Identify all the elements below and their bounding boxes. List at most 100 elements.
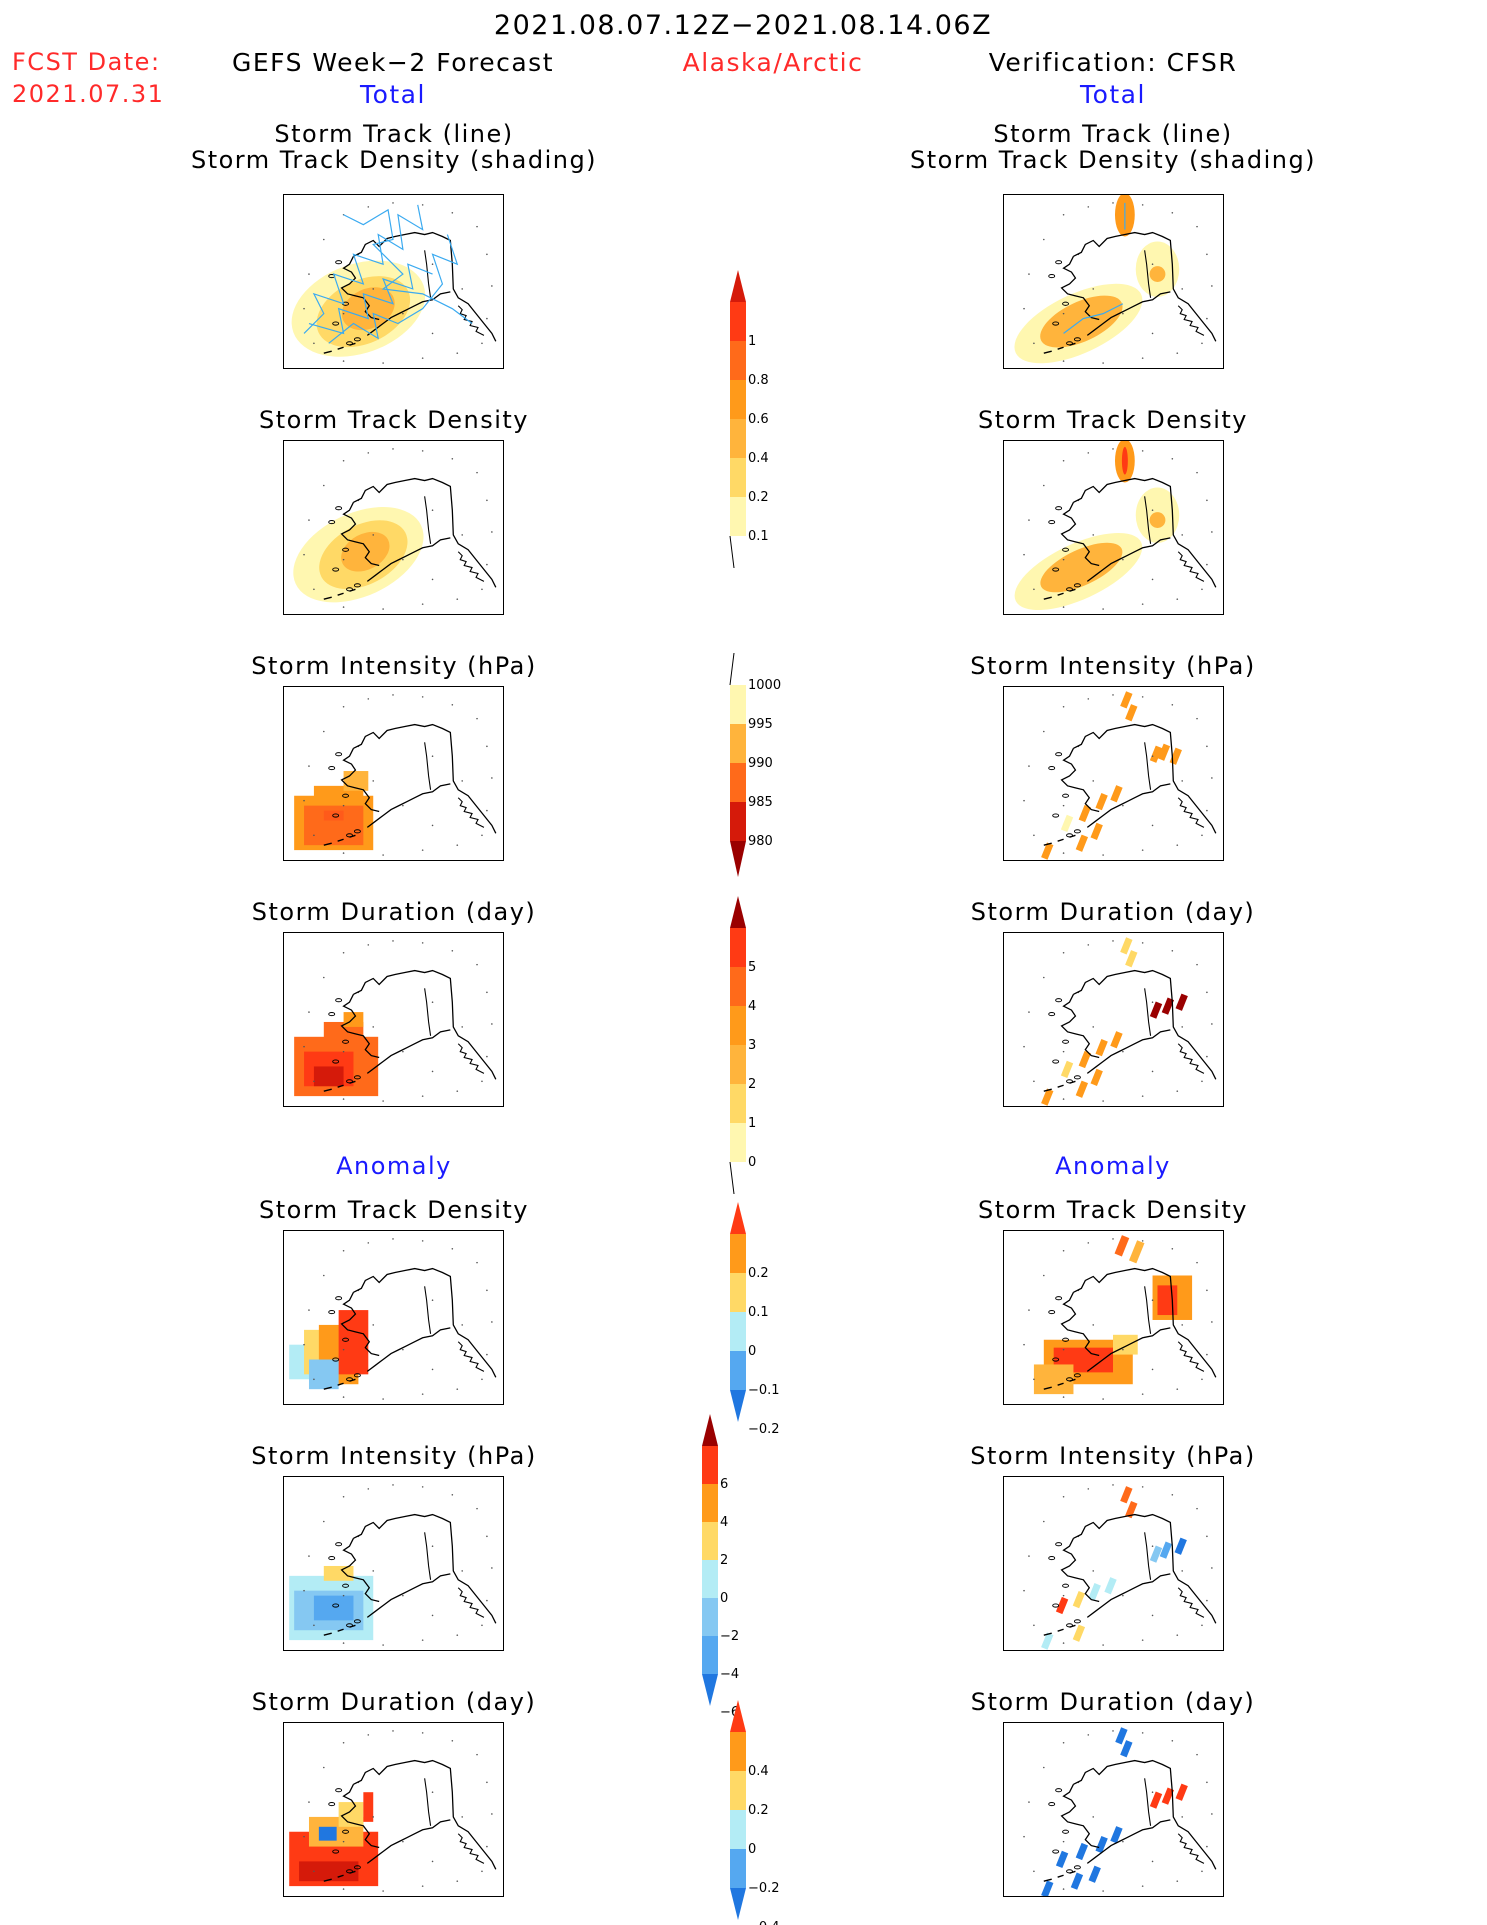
colorbar-segment xyxy=(730,1771,746,1810)
graticule-dot xyxy=(342,951,345,954)
graticule-dot xyxy=(1033,588,1035,591)
anomaly-intensity-cell xyxy=(1041,1632,1054,1650)
graticule-dot xyxy=(1141,1393,1144,1395)
graticule-dot xyxy=(1062,1594,1065,1597)
graticule-dot xyxy=(1211,1813,1213,1815)
duration-track-cell xyxy=(1149,1001,1163,1019)
colorbar-arrow-bottom xyxy=(702,1674,718,1706)
basemap xyxy=(1023,1238,1217,1400)
aleutian-islands xyxy=(1043,342,1076,354)
graticule-dot xyxy=(402,1594,404,1597)
graticule-dot xyxy=(1206,317,1208,320)
graticule-dot xyxy=(1201,342,1203,345)
graticule-dot xyxy=(1062,1888,1065,1890)
colorbar-density-anomaly: 0.2 0.1 0 −0.1 −0.2 xyxy=(720,1194,790,1437)
map-forecast-anom-intensity xyxy=(283,1476,504,1651)
island xyxy=(335,998,343,1003)
graticule-dot xyxy=(1062,1050,1065,1053)
graticule-dot xyxy=(1141,1095,1144,1097)
anomaly-duration-cell xyxy=(1149,1791,1163,1809)
graticule-dot xyxy=(421,1240,424,1242)
colorbar-tick-label: 980 xyxy=(748,834,773,849)
anomaly-intensity-cell xyxy=(1088,1583,1101,1601)
graticule-dot xyxy=(303,1835,305,1838)
graticule-dot xyxy=(476,1753,478,1756)
graticule-dot xyxy=(431,1860,434,1863)
graticule-dot xyxy=(1043,1766,1045,1769)
aleutian-islands xyxy=(323,1870,356,1882)
graticule-dot xyxy=(1151,1070,1154,1073)
basemap xyxy=(1023,1484,1217,1646)
graticule-dot xyxy=(303,307,305,310)
graticule-dot xyxy=(1196,471,1198,474)
density-fill-high xyxy=(341,287,395,331)
map-forecast-duration-svg xyxy=(294,940,497,1102)
duration-track-cell xyxy=(1175,993,1188,1011)
graticule-dot xyxy=(461,1324,463,1326)
graticule-dot xyxy=(486,563,488,566)
graticule-dot xyxy=(323,1766,325,1769)
graticule-dot xyxy=(1176,1880,1179,1882)
island xyxy=(1062,793,1070,798)
graticule-dot xyxy=(342,459,345,462)
graticule-dot xyxy=(451,1740,454,1742)
panhandle-coast xyxy=(457,551,485,582)
graticule-dot xyxy=(342,1741,345,1744)
island xyxy=(1062,1829,1070,1834)
graticule-dot xyxy=(1181,534,1183,536)
island xyxy=(1055,1788,1063,1793)
colorbar-tick-label: 985 xyxy=(748,795,773,810)
aleutian-islands xyxy=(323,342,356,354)
duration-track-cell xyxy=(1125,950,1138,968)
graticule-dot xyxy=(323,1520,325,1523)
colorbar-tick-label: 1000 xyxy=(748,678,781,693)
graticule-dot xyxy=(456,598,459,600)
graticule-dot xyxy=(491,285,493,287)
right-anom-duration-title: Storm Duration (day) xyxy=(970,1688,1256,1716)
graticule-dot xyxy=(313,834,315,837)
panhandle-coast xyxy=(1177,1587,1205,1618)
graticule-dot xyxy=(1141,1732,1144,1734)
graticule-dot xyxy=(1112,202,1114,204)
colorbar-arrow-top xyxy=(730,1202,746,1234)
graticule-dot xyxy=(1033,342,1035,345)
graticule-dot xyxy=(1206,809,1208,812)
colorbar-segment xyxy=(730,497,746,536)
graticule-dot xyxy=(1206,1781,1208,1784)
aleutian-islands xyxy=(1043,1378,1076,1390)
alaska-coastline xyxy=(340,723,497,834)
duration-field xyxy=(313,1066,344,1087)
border-line xyxy=(424,988,432,1036)
graticule-dot xyxy=(308,1309,310,1311)
graticule-dot xyxy=(1062,1840,1065,1843)
colorbar-segment xyxy=(730,458,746,497)
graticule-dot xyxy=(481,834,483,837)
island xyxy=(328,519,336,525)
border-line xyxy=(424,496,432,544)
colorbar-tick-label: 995 xyxy=(748,717,773,732)
graticule-dot xyxy=(1151,1299,1154,1301)
colorbar-density-total-svg: 1 0.8 0.6 0.4 0.2 0.1 xyxy=(729,270,769,569)
graticule-dot xyxy=(1141,204,1144,206)
graticule-dot xyxy=(392,202,394,204)
graticule-dot xyxy=(1176,844,1179,846)
anomaly-intensity-cell xyxy=(1104,1577,1117,1595)
graticule-dot xyxy=(1023,553,1025,556)
graticule-dot xyxy=(372,1026,375,1028)
graticule-dot xyxy=(1206,1055,1208,1058)
graticule-dot xyxy=(382,1644,384,1646)
graticule-dot xyxy=(451,1494,454,1496)
colorbar-tick-label: −2 xyxy=(720,1629,739,1644)
graticule-dot xyxy=(308,765,310,767)
map-verif-intensity-svg xyxy=(1023,691,1217,860)
graticule-dot xyxy=(476,1507,478,1510)
graticule-dot xyxy=(1092,1816,1095,1818)
panhandle-coast xyxy=(1177,1833,1205,1864)
graticule-dot xyxy=(451,1248,454,1250)
graticule-dot xyxy=(372,1816,375,1818)
density-fill-east-core xyxy=(1149,266,1166,282)
alaska-coastline xyxy=(1060,969,1217,1080)
storm-track-lines xyxy=(303,204,473,344)
intensity-track-cell xyxy=(1125,704,1138,722)
